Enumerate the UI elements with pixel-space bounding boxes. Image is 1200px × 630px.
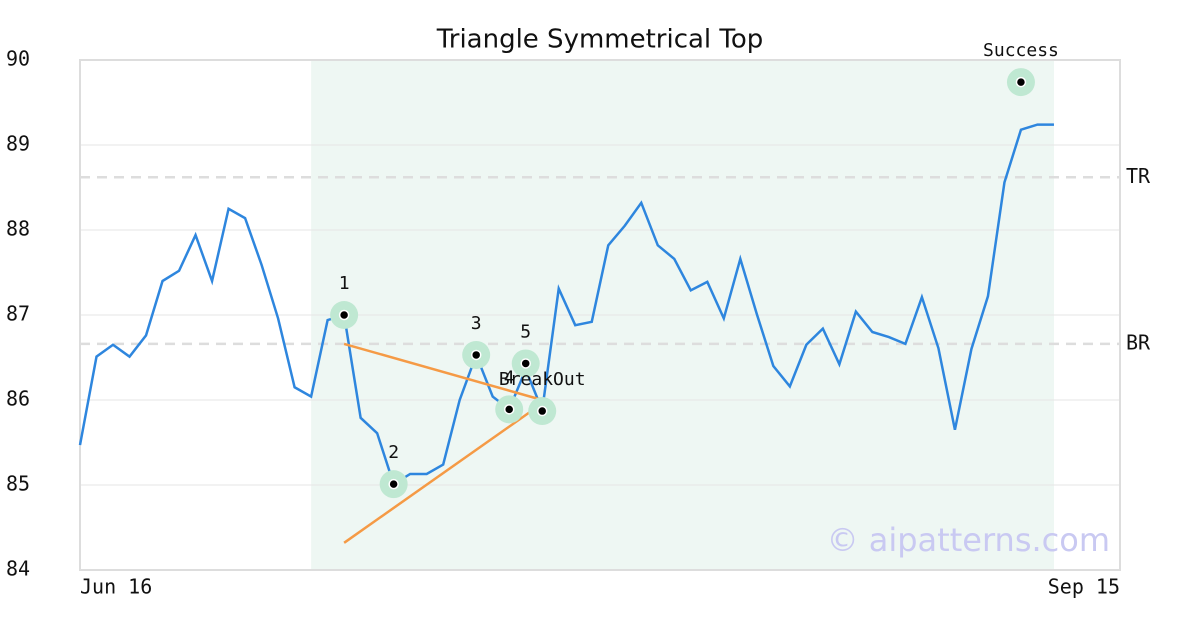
point-label: Success [983,40,1059,61]
point-label: 5 [520,321,531,342]
point-label: BreakOut [499,369,586,390]
y-tick-label: 90 [6,47,30,71]
point-dot [520,358,531,369]
chart-title: Triangle Symmetrical Top [436,25,764,55]
point-label: 1 [339,273,350,294]
point-label: 3 [471,313,482,334]
point-dot [536,405,548,417]
y-tick-label: 87 [6,302,30,326]
y-tick-label: 89 [6,132,30,156]
y-tick-label: 84 [6,557,30,581]
x-tick-label: Sep 15 [1048,575,1120,599]
point-label: 4 [504,367,515,388]
plot-frame [79,59,1121,571]
y-tick-label: 85 [6,472,30,496]
point-label: 2 [388,442,399,463]
y-tick-label: 86 [6,387,30,411]
price-line [78,123,1054,487]
watermark: © aipatterns.com [827,521,1110,559]
x-tick-label: Jun 16 [80,575,152,599]
level-label: TR [1126,164,1151,188]
y-tick-label: 88 [6,217,30,241]
trendline [343,402,543,544]
level-label: BR [1126,330,1151,354]
point-dot [338,309,350,321]
point-dot [470,349,482,361]
point-dot [1015,76,1027,88]
trendline [343,342,543,402]
point-dot [503,404,515,415]
point-dot [388,478,399,490]
